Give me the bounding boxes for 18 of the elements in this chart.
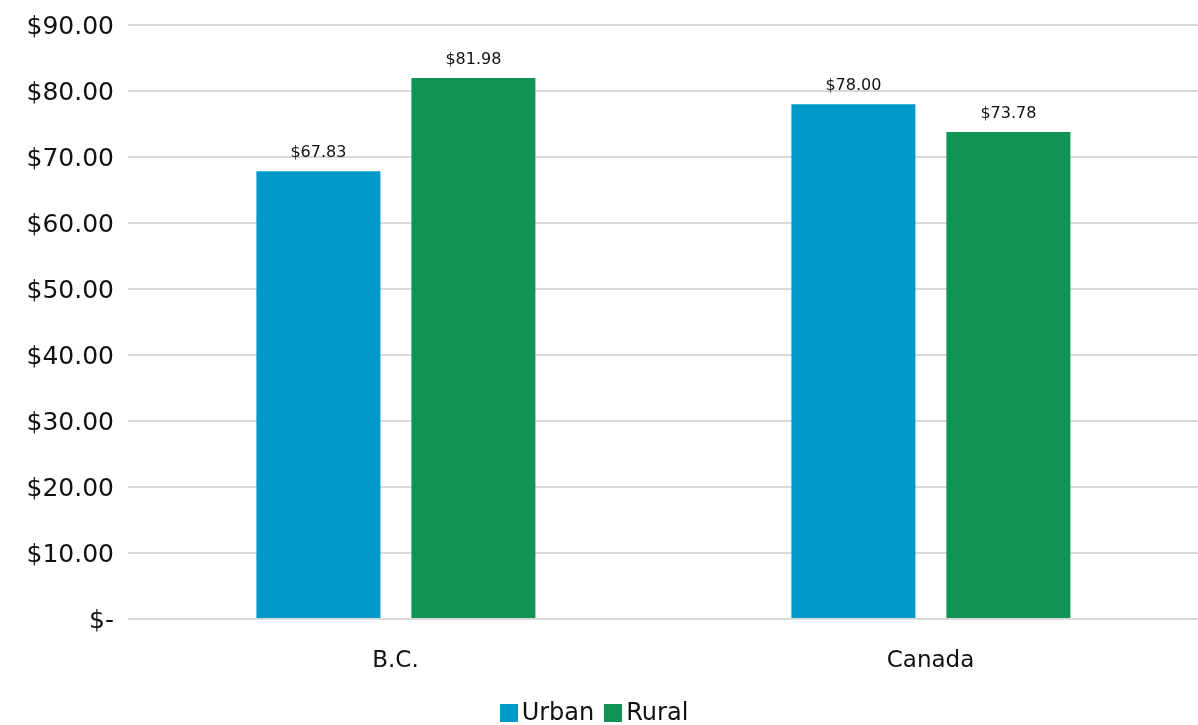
y-tick-label: $-	[89, 604, 114, 634]
legend-label: Rural	[626, 698, 689, 725]
y-tick-label: $80.00	[26, 76, 114, 106]
y-tick-label: $50.00	[26, 274, 114, 304]
x-tick-label: Canada	[886, 646, 975, 673]
y-tick-label: $20.00	[26, 472, 114, 502]
data-label: $67.83	[290, 142, 347, 162]
y-tick-label: $60.00	[26, 208, 114, 238]
y-tick-label: $30.00	[26, 406, 114, 436]
data-label: $73.78	[980, 103, 1037, 123]
x-tick-label: B.C.	[372, 646, 419, 673]
y-tick-label: $70.00	[26, 142, 114, 172]
data-label: $81.98	[445, 48, 502, 68]
y-tick-label: $10.00	[26, 538, 114, 568]
legend-label: Urban	[521, 698, 595, 725]
y-tick-label: $40.00	[26, 340, 114, 370]
y-tick-label: $90.00	[26, 10, 114, 40]
data-label: $78.00	[825, 75, 882, 95]
